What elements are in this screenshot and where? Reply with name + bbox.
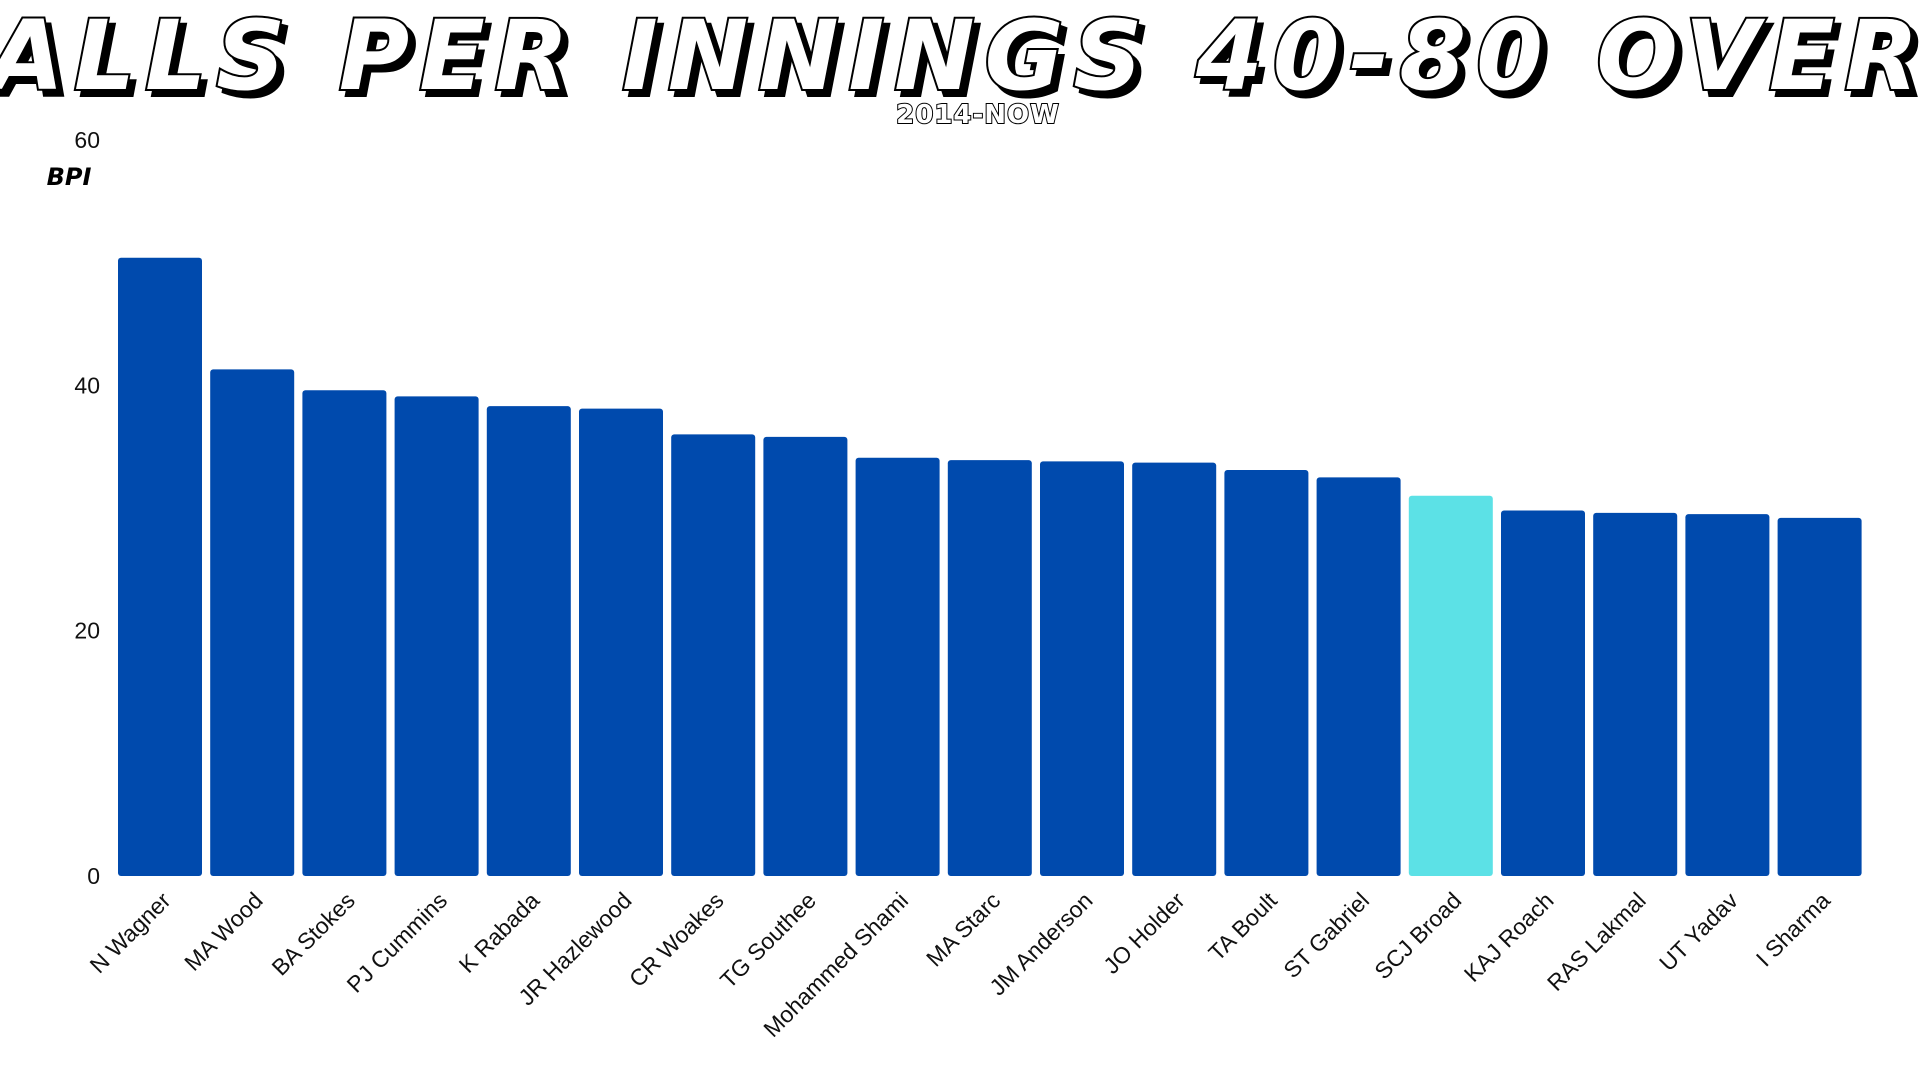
y-axis-label: BPI (47, 163, 92, 191)
bar (763, 436, 848, 876)
x-tick-label: K Rabada (454, 887, 545, 978)
bar (1040, 461, 1124, 876)
bar (394, 396, 479, 876)
x-tick-label: RAS Lakmal (1542, 887, 1651, 996)
y-tick-label: 20 (74, 618, 100, 644)
bars (118, 257, 1862, 876)
chart-subtitle: 2014-NOW (896, 100, 1060, 130)
y-tick-label: 60 (74, 127, 100, 153)
x-tick-label: JO Holder (1098, 887, 1190, 979)
bar (210, 369, 295, 876)
x-tick-label: TA Boult (1203, 887, 1282, 966)
x-tick-label: SCJ Broad (1369, 887, 1466, 984)
chart-title-text: BALLS PER INNINGS 40-80 OVERS (0, 0, 1920, 112)
y-tick-label: 40 (74, 372, 100, 398)
y-axis-ticks: 0 20 40 60 (74, 127, 100, 889)
bar (1316, 477, 1401, 876)
x-tick-label: BA Stokes (267, 887, 360, 980)
x-tick-label: MA Wood (179, 887, 268, 976)
bar (1132, 462, 1217, 876)
bar (1408, 495, 1493, 876)
x-tick-label: KAJ Roach (1459, 887, 1559, 987)
bar (1777, 517, 1862, 876)
bar (486, 406, 571, 876)
bar (118, 257, 202, 876)
x-tick-label: ST Gabriel (1278, 887, 1374, 983)
x-tick-label: I Sharma (1751, 887, 1836, 972)
bar (1224, 469, 1309, 876)
bar (1685, 514, 1770, 876)
chart-title: BALLS PER INNINGS 40-80 OVERS BALLS PER … (0, 0, 1920, 120)
bar (1593, 512, 1678, 876)
bar (947, 460, 1032, 876)
bar (855, 457, 940, 876)
x-tick-label: MA Starc (921, 887, 1005, 971)
x-tick-label: PJ Cummins (342, 887, 453, 998)
bar (671, 434, 756, 876)
bar (579, 408, 663, 876)
chart-title-shadow: BALLS PER INNINGS 40-80 OVERS (0, 6, 1920, 118)
bar (302, 390, 387, 876)
x-tick-label: N Wagner (85, 887, 176, 978)
bar (1501, 510, 1585, 876)
x-tick-label: UT Yadav (1654, 887, 1743, 976)
x-tick-label: CR Woakes (624, 887, 729, 992)
y-tick-label: 0 (87, 863, 100, 889)
